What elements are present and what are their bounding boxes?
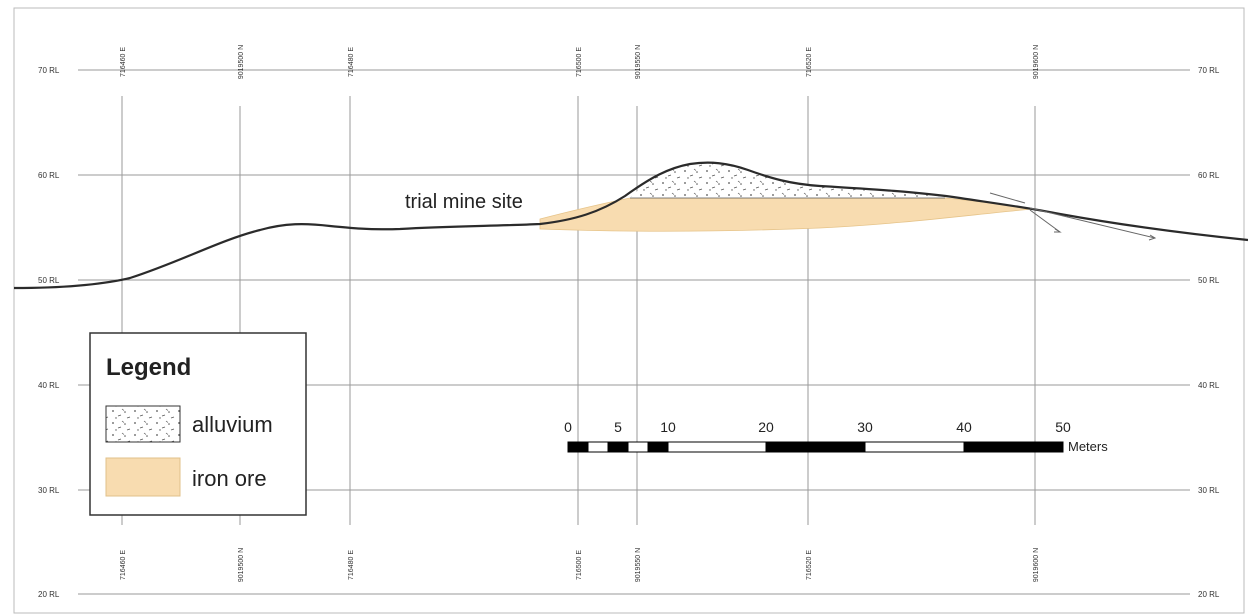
grid-label-top: 9019500 N (238, 45, 245, 79)
rl-label-right: 50 RL (1198, 276, 1220, 285)
legend-label-iron-ore: iron ore (192, 466, 267, 491)
grid-label-top: 716520 E (806, 47, 813, 77)
legend-title: Legend (106, 354, 191, 381)
grid-label-top: 9019550 N (635, 45, 642, 79)
rl-label-right: 70 RL (1198, 66, 1220, 75)
frame (13, 7, 1245, 614)
scale-number: 10 (660, 419, 676, 435)
grid-label-top: 9019600 N (1033, 45, 1040, 79)
legend-swatch-iron-ore (105, 457, 181, 497)
grid-label-top: 716460 E (120, 47, 127, 77)
grid-label-bottom: 9019500 N (238, 548, 245, 582)
rl-label-left: 20 RL (38, 590, 60, 599)
rl-label-left: 50 RL (38, 276, 60, 285)
legend: Legend alluvium iron ore (89, 332, 307, 516)
rl-label-right: 60 RL (1198, 171, 1220, 180)
scale-number: 5 (614, 419, 622, 435)
rl-label-right: 20 RL (1198, 590, 1220, 599)
grid-label-top: 716500 E (576, 47, 583, 77)
grid-label-bottom: 716460 E (120, 550, 127, 580)
grid-labels-bottom: 716460 E 9019500 N 716480 E 716500 E 901… (120, 548, 1040, 582)
rl-label-left: 70 RL (38, 66, 60, 75)
legend-label-alluvium: alluvium (192, 412, 273, 437)
iron-ore-body (539, 197, 1033, 232)
site-label: trial mine site (405, 191, 523, 213)
drill-hole-traces (989, 192, 1157, 241)
coordinate-grid-lines (121, 96, 1036, 525)
terrain-profile-line (13, 161, 1248, 290)
rl-labels-left: 70 RL 60 RL 50 RL 40 RL 30 RL 20 RL (38, 66, 60, 599)
scale-bar-segments (567, 441, 1064, 453)
grid-label-bottom: 9019600 N (1033, 548, 1040, 582)
scale-unit: Meters (1068, 439, 1108, 454)
scale-number: 40 (956, 419, 972, 435)
grid-label-top: 716480 E (348, 47, 355, 77)
grid-label-bottom: 716480 E (348, 550, 355, 580)
scale-number: 50 (1055, 419, 1071, 435)
rl-label-right: 30 RL (1198, 486, 1220, 495)
grid-labels-top: 716460 E 9019500 N 716480 E 716500 E 901… (120, 45, 1040, 79)
scale-number: 30 (857, 419, 873, 435)
rl-label-left: 30 RL (38, 486, 60, 495)
grid-label-bottom: 716500 E (576, 550, 583, 580)
grid-label-bottom: 716520 E (806, 550, 813, 580)
rl-labels-right: 70 RL 60 RL 50 RL 40 RL 30 RL 20 RL (1198, 66, 1220, 599)
rl-label-left: 60 RL (38, 171, 60, 180)
legend-swatch-alluvium (105, 405, 181, 443)
scale-bar: 0 5 10 20 30 40 50 Meters (564, 419, 1108, 454)
scale-number: 0 (564, 419, 572, 435)
grid-label-bottom: 9019550 N (635, 548, 642, 582)
rl-label-right: 40 RL (1198, 381, 1220, 390)
scale-number: 20 (758, 419, 774, 435)
rl-label-left: 40 RL (38, 381, 60, 390)
